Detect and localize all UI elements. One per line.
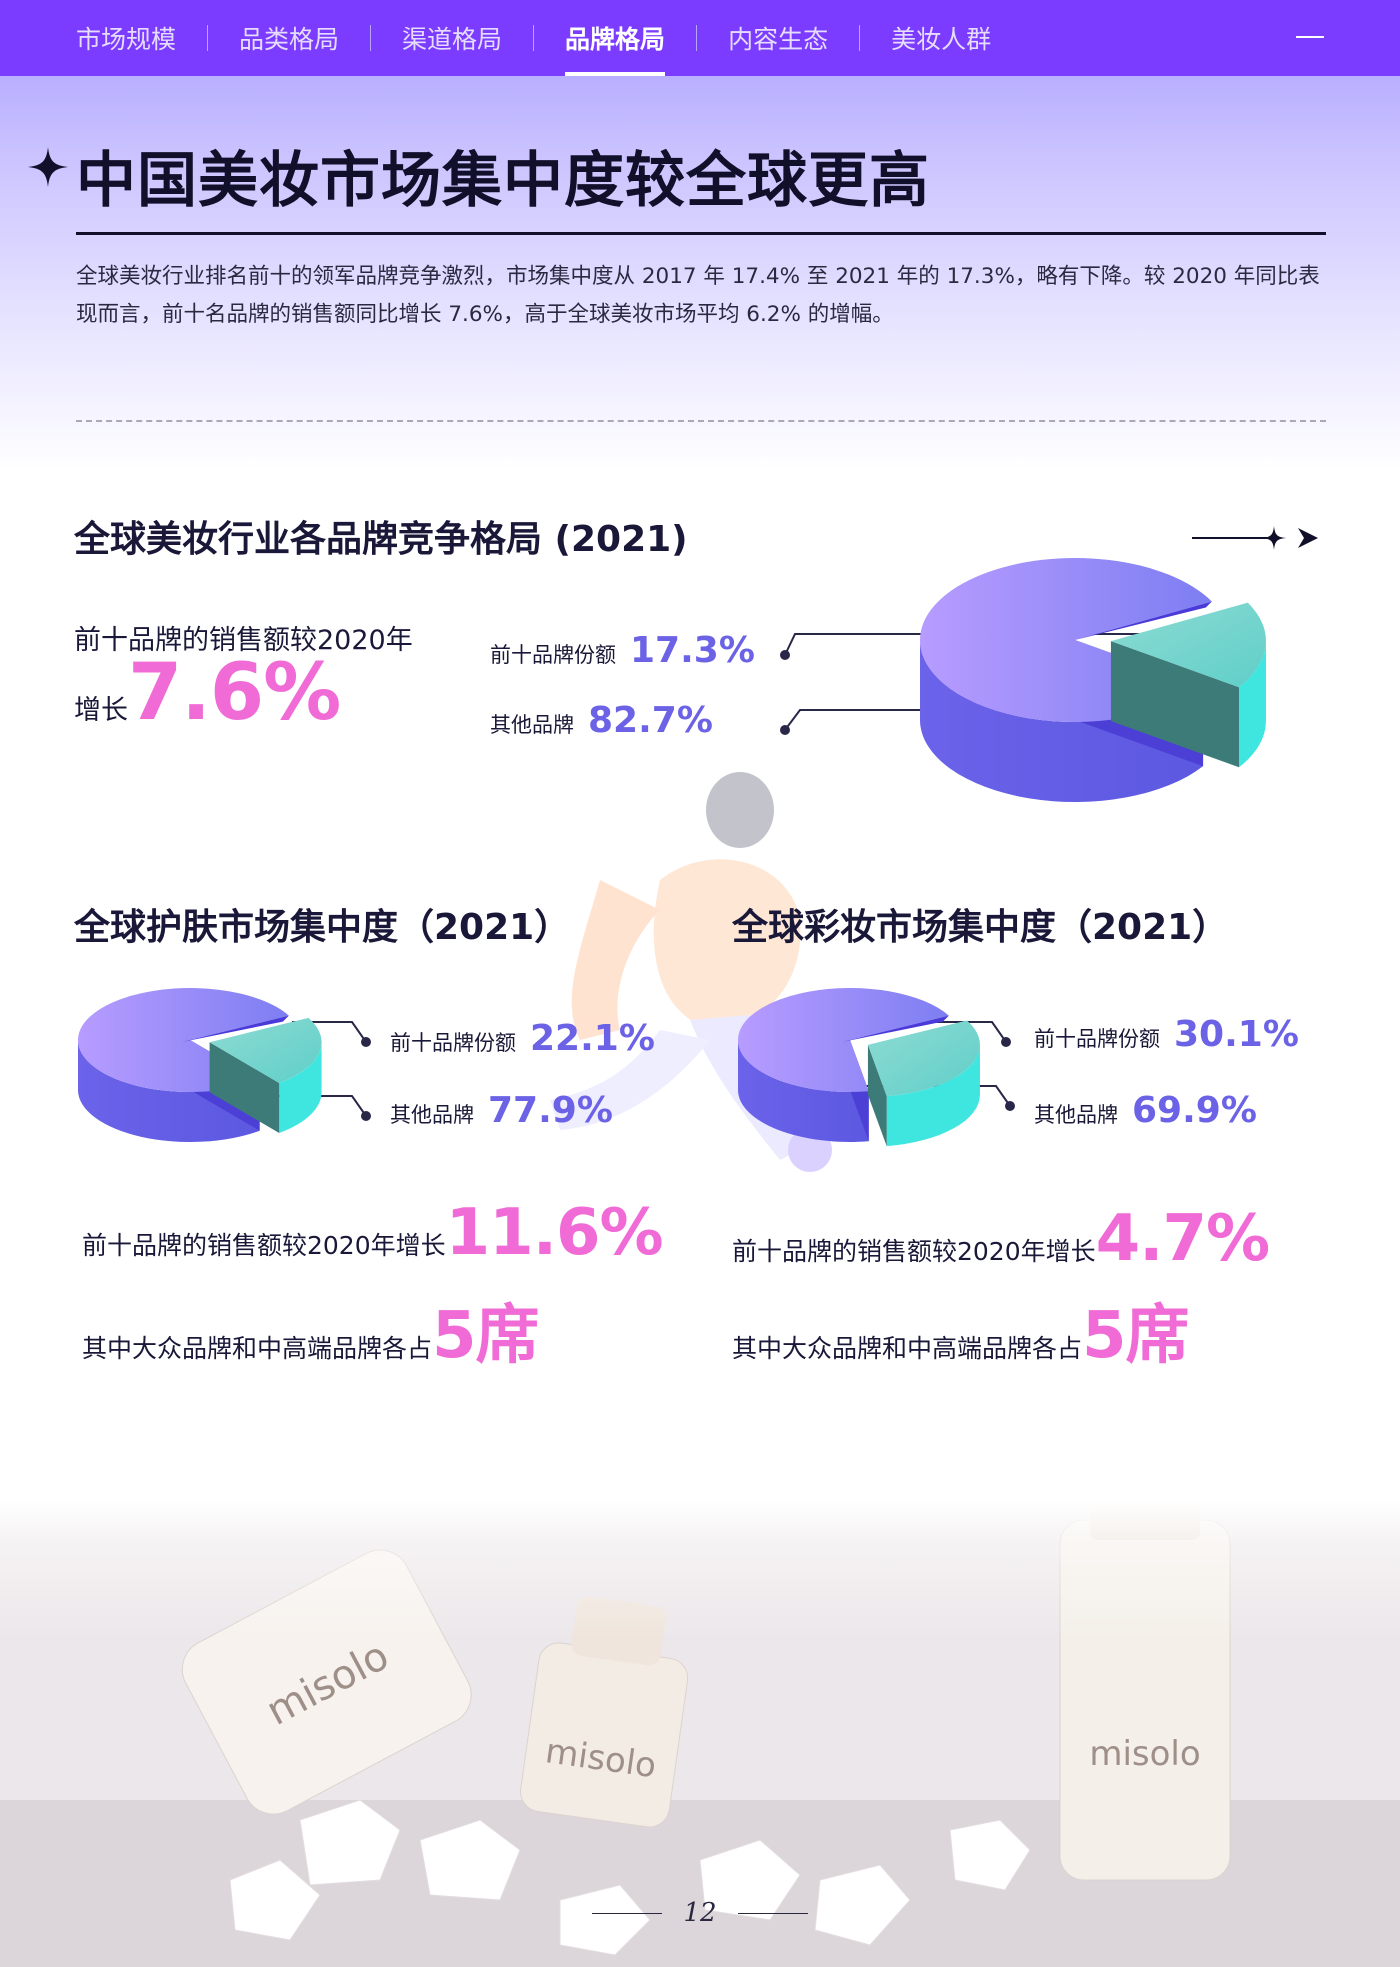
tall-bottle-brand-text: misolo [1089, 1734, 1200, 1774]
makeup-growth-text: 前十品牌的销售额较2020年增长 [732, 1237, 1096, 1266]
makeup-top10-label: 前十品牌份额 [1034, 1027, 1160, 1051]
top10-slice [867, 1020, 980, 1097]
makeup-top10-row: 前十品牌份额 30.1% [1034, 1014, 1299, 1055]
global-growth-value: 7.6% [128, 648, 341, 738]
makeup-others-label: 其他品牌 [1034, 1103, 1118, 1127]
top10-slice-side [1239, 641, 1266, 768]
product-photo: misolo misolo misolo [0, 1500, 1400, 1967]
makeup-split-value: 5席 [1082, 1299, 1190, 1373]
skincare-top10-value: 22.1% [530, 1018, 655, 1059]
skincare-section-title: 全球护肤市场集中度（2021） [74, 907, 571, 948]
global-growth-line2: 增长 7.6% [74, 648, 341, 738]
intro-paragraph: 全球美妆行业排名前十的领军品牌竞争激烈，市场集中度从 2017 年 17.4% … [76, 264, 1320, 327]
others-slice-side [920, 640, 1204, 802]
skincare-split-text: 其中大众品牌和中高端品牌各占 [82, 1334, 433, 1363]
skincare-growth-value: 11.6% [445, 1196, 664, 1270]
tab-audience[interactable]: 美妆人群 [891, 25, 992, 54]
others-slice-side [738, 1040, 869, 1142]
nav-separator [859, 25, 861, 51]
tab-category[interactable]: 品类格局 [239, 25, 340, 54]
page-number-line-left [592, 1913, 662, 1914]
tab-market-size[interactable]: 市场规模 [76, 25, 177, 54]
nav-separator [207, 25, 209, 51]
sparkle-icon [28, 147, 68, 187]
menu-icon[interactable] [1296, 36, 1324, 38]
makeup-section-title: 全球彩妆市场集中度（2021） [732, 907, 1229, 948]
makeup-others-value: 69.9% [1132, 1090, 1257, 1131]
top10-slice-wall [867, 1044, 887, 1147]
page-number: 12 [683, 1898, 717, 1928]
global-pie-chart [920, 558, 1266, 802]
top10-slice-side [279, 1042, 322, 1133]
makeup-top10-value: 30.1% [1174, 1014, 1299, 1055]
makeup-split-text: 其中大众品牌和中高端品牌各占 [732, 1334, 1083, 1363]
skincare-top10-label: 前十品牌份额 [390, 1031, 516, 1055]
others-slice-side [78, 1040, 260, 1142]
top10-slice-wall [1110, 641, 1240, 768]
dashed-divider [76, 420, 1326, 422]
skincare-others-label: 其他品牌 [390, 1103, 474, 1127]
skincare-others-value: 77.9% [488, 1090, 613, 1131]
others-slice [78, 988, 289, 1092]
others-slice-edge [182, 1015, 289, 1042]
skincare-top10-row: 前十品牌份额 22.1% [390, 1018, 655, 1059]
others-slice-edge [842, 1015, 949, 1042]
skincare-split-row: 其中大众品牌和中高端品牌各占 5席 [82, 1284, 540, 1376]
makeup-split-row: 其中大众品牌和中高端品牌各占 5席 [732, 1284, 1190, 1376]
global-growth-line1: 前十品牌的销售额较2020年 [74, 625, 413, 656]
global-top10-value: 17.3% [630, 630, 755, 671]
skincare-growth-text: 前十品牌的销售额较2020年增长 [82, 1231, 446, 1260]
skincare-split-value: 5席 [432, 1299, 540, 1373]
makeup-others-row: 其他品牌 69.9% [1034, 1090, 1257, 1131]
top10-slice-side [886, 1044, 980, 1147]
makeup-pie-chart [738, 988, 980, 1147]
nav-separator [696, 25, 698, 51]
global-top10-row: 前十品牌份额 17.3% [490, 630, 755, 671]
tab-content[interactable]: 内容生态 [728, 25, 829, 54]
top10-slice [1110, 602, 1266, 688]
top-nav: 市场规模 品类格局 渠道格局 品牌格局 内容生态 美妆人群 [0, 0, 1400, 76]
nav-separator [370, 25, 372, 51]
skincare-growth-row: 前十品牌的销售额较2020年增长 11.6% [82, 1196, 664, 1270]
tab-brand[interactable]: 品牌格局 [565, 0, 666, 76]
global-others-row: 其他品牌 82.7% [490, 700, 713, 741]
page-number-line-right [738, 1913, 808, 1914]
makeup-growth-row: 前十品牌的销售额较2020年增长 4.7% [732, 1202, 1270, 1276]
tab-channel[interactable]: 渠道格局 [402, 25, 503, 54]
title-divider [76, 232, 1326, 235]
global-top10-label: 前十品牌份额 [490, 643, 616, 667]
top10-slice [209, 1017, 322, 1083]
global-others-label: 其他品牌 [490, 713, 574, 737]
global-growth-prefix: 增长 [74, 695, 128, 726]
top10-slice-wall [209, 1042, 280, 1133]
skincare-others-row: 其他品牌 77.9% [390, 1090, 613, 1131]
nav-separator [533, 25, 535, 51]
sparkle-arrow-icon [1192, 526, 1318, 550]
others-slice [738, 988, 949, 1092]
makeup-growth-value: 4.7% [1095, 1202, 1270, 1276]
global-section-title: 全球美妆行业各品牌竞争格局 (2021) [74, 519, 688, 560]
page-title: 中国美妆市场集中度较全球更高 [76, 146, 930, 216]
global-others-value: 82.7% [588, 700, 713, 741]
skincare-pie-chart [78, 988, 322, 1142]
